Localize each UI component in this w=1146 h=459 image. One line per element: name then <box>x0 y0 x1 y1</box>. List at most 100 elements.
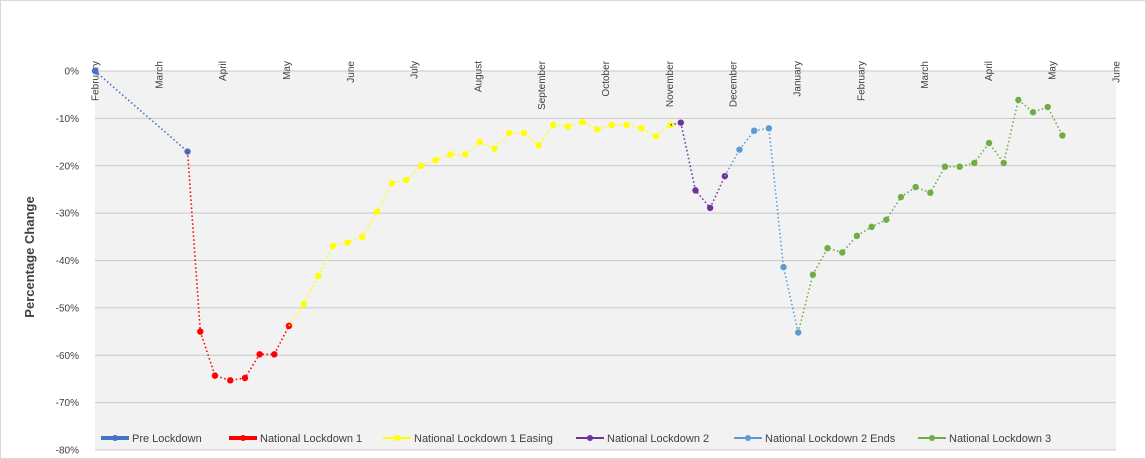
legend-label: National Lockdown 3 <box>949 433 1051 445</box>
data-point <box>839 249 846 256</box>
legend-label: National Lockdown 2 <box>607 433 709 445</box>
data-point <box>359 233 366 241</box>
data-point <box>912 183 919 191</box>
series-2 <box>288 118 674 327</box>
x-tick-label: February <box>91 61 102 101</box>
data-point <box>300 300 307 308</box>
data-point <box>447 151 454 158</box>
x-tick-label: June <box>346 61 357 83</box>
y-axis-ticks: 0% -10% -20% -30% -40% -50% -60% -70% -80% <box>56 67 79 457</box>
data-point <box>1044 103 1051 111</box>
legend-item: Pre Lockdown <box>101 433 202 445</box>
legend-swatch-marker <box>929 435 935 441</box>
legend-swatch-marker <box>240 435 246 441</box>
data-point <box>736 146 743 153</box>
x-tick-label: May <box>1048 61 1059 80</box>
data-point <box>1000 159 1007 167</box>
legend-item: National Lockdown 1 Easing <box>383 433 553 445</box>
data-point <box>750 127 758 134</box>
data-point <box>505 129 513 137</box>
x-tick-label: June <box>1112 61 1123 83</box>
legend-item: National Lockdown 2 <box>576 433 709 445</box>
series-line <box>680 122 726 210</box>
data-point <box>765 125 773 132</box>
legend-item: National Lockdown 2 Ends <box>734 433 896 445</box>
y-tick-label: -80% <box>56 446 79 457</box>
x-tick-label: July <box>410 61 421 79</box>
data-point <box>824 244 831 252</box>
x-tick-label: January <box>792 61 803 97</box>
data-point <box>197 328 204 335</box>
data-point <box>868 223 875 231</box>
data-point <box>241 374 249 382</box>
data-point <box>211 372 219 379</box>
y-tick-label: -20% <box>56 161 79 172</box>
data-point <box>809 271 817 278</box>
data-point <box>780 263 787 271</box>
data-point <box>227 377 234 384</box>
legend-swatch-marker <box>394 435 400 441</box>
data-point <box>91 67 99 75</box>
data-point <box>594 126 601 133</box>
data-point <box>520 129 528 137</box>
x-tick-label: May <box>282 61 293 80</box>
y-axis-label: Percentage Change <box>22 196 37 317</box>
data-point <box>1029 109 1037 116</box>
legend-label: National Lockdown 1 Easing <box>414 433 553 445</box>
x-tick-label: March <box>154 61 165 89</box>
x-tick-label: August <box>473 61 484 92</box>
series-5 <box>797 96 1066 333</box>
legend-item: National Lockdown 3 <box>918 433 1051 445</box>
x-tick-label: December <box>729 60 740 107</box>
y-tick-label: -30% <box>56 209 79 220</box>
y-tick-label: -40% <box>56 256 79 267</box>
data-point <box>256 351 263 358</box>
legend-label: Pre Lockdown <box>132 433 202 445</box>
data-point <box>271 351 278 358</box>
series-line <box>94 70 189 153</box>
legend: Pre Lockdown National Lockdown 1 National … <box>101 433 1051 445</box>
x-tick-label: October <box>601 60 612 96</box>
legend-swatch-marker <box>745 435 751 441</box>
data-point <box>608 121 616 129</box>
x-tick-label: April <box>984 61 995 81</box>
series-line <box>812 98 1064 276</box>
data-point <box>956 163 963 170</box>
legend-swatch-marker <box>587 435 593 441</box>
data-point <box>388 180 395 187</box>
x-tick-label: September <box>537 60 548 110</box>
data-point <box>417 162 425 169</box>
legend-label: National Lockdown 1 <box>260 433 362 445</box>
y-tick-label: -70% <box>56 398 79 409</box>
data-point <box>315 272 322 279</box>
data-point <box>491 145 498 152</box>
data-point <box>1059 132 1066 139</box>
data-point <box>461 151 469 158</box>
data-point <box>667 121 674 129</box>
data-point <box>579 118 586 126</box>
x-axis-ticks: February March April May June July August Septe… <box>91 60 1123 110</box>
data-point <box>985 139 993 147</box>
data-point <box>897 193 905 201</box>
series-connector <box>724 149 741 177</box>
series-group <box>91 67 1066 384</box>
x-tick-label: March <box>920 61 931 89</box>
data-point <box>883 216 890 223</box>
x-tick-label: February <box>856 61 867 101</box>
data-point <box>692 187 699 194</box>
data-point <box>549 121 557 129</box>
data-point <box>535 142 542 149</box>
y-tick-label: -50% <box>56 303 79 314</box>
data-point <box>623 121 630 129</box>
data-point <box>638 125 645 132</box>
data-point <box>373 208 381 215</box>
data-point <box>403 176 410 184</box>
data-point <box>941 163 949 170</box>
data-point <box>1015 96 1022 104</box>
data-point <box>476 138 483 146</box>
x-tick-label: April <box>218 61 229 81</box>
legend-item: National Lockdown 1 <box>229 433 362 445</box>
data-point <box>564 123 572 130</box>
y-tick-label: -60% <box>56 351 79 362</box>
